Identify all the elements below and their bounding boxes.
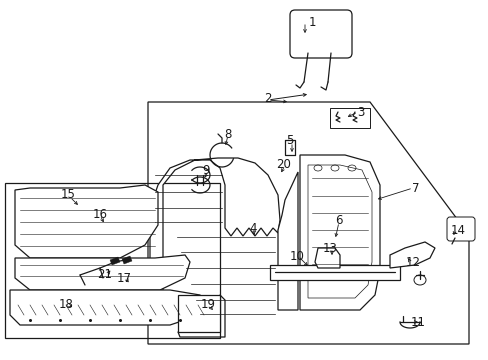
Text: 10: 10	[289, 249, 304, 262]
Text: 13: 13	[322, 242, 337, 255]
Text: 7: 7	[411, 181, 419, 194]
Text: 21: 21	[97, 269, 112, 282]
Text: 6: 6	[335, 213, 342, 226]
Text: 16: 16	[92, 208, 107, 221]
Text: 19: 19	[200, 298, 215, 311]
Text: 18: 18	[59, 298, 73, 311]
Text: 15: 15	[61, 189, 75, 202]
Polygon shape	[299, 155, 379, 310]
Text: 11: 11	[409, 315, 425, 328]
Text: 1: 1	[307, 15, 315, 28]
Text: 9: 9	[202, 163, 209, 176]
Polygon shape	[15, 185, 158, 258]
Polygon shape	[122, 256, 132, 264]
Text: 5: 5	[286, 134, 293, 147]
Polygon shape	[110, 257, 120, 265]
Text: 12: 12	[405, 256, 420, 269]
Polygon shape	[278, 172, 297, 310]
Polygon shape	[178, 295, 220, 332]
Polygon shape	[10, 290, 204, 325]
Text: 4: 4	[249, 221, 256, 234]
Polygon shape	[15, 255, 190, 290]
Polygon shape	[269, 265, 399, 280]
FancyBboxPatch shape	[446, 217, 474, 241]
FancyBboxPatch shape	[289, 10, 351, 58]
Polygon shape	[314, 248, 339, 268]
Text: 2: 2	[264, 91, 271, 104]
Text: 8: 8	[224, 129, 231, 141]
Polygon shape	[389, 242, 434, 268]
Text: 3: 3	[357, 105, 364, 118]
Polygon shape	[150, 158, 280, 322]
Text: 14: 14	[449, 224, 465, 237]
Text: 20: 20	[276, 158, 291, 171]
Text: 17: 17	[116, 271, 131, 284]
